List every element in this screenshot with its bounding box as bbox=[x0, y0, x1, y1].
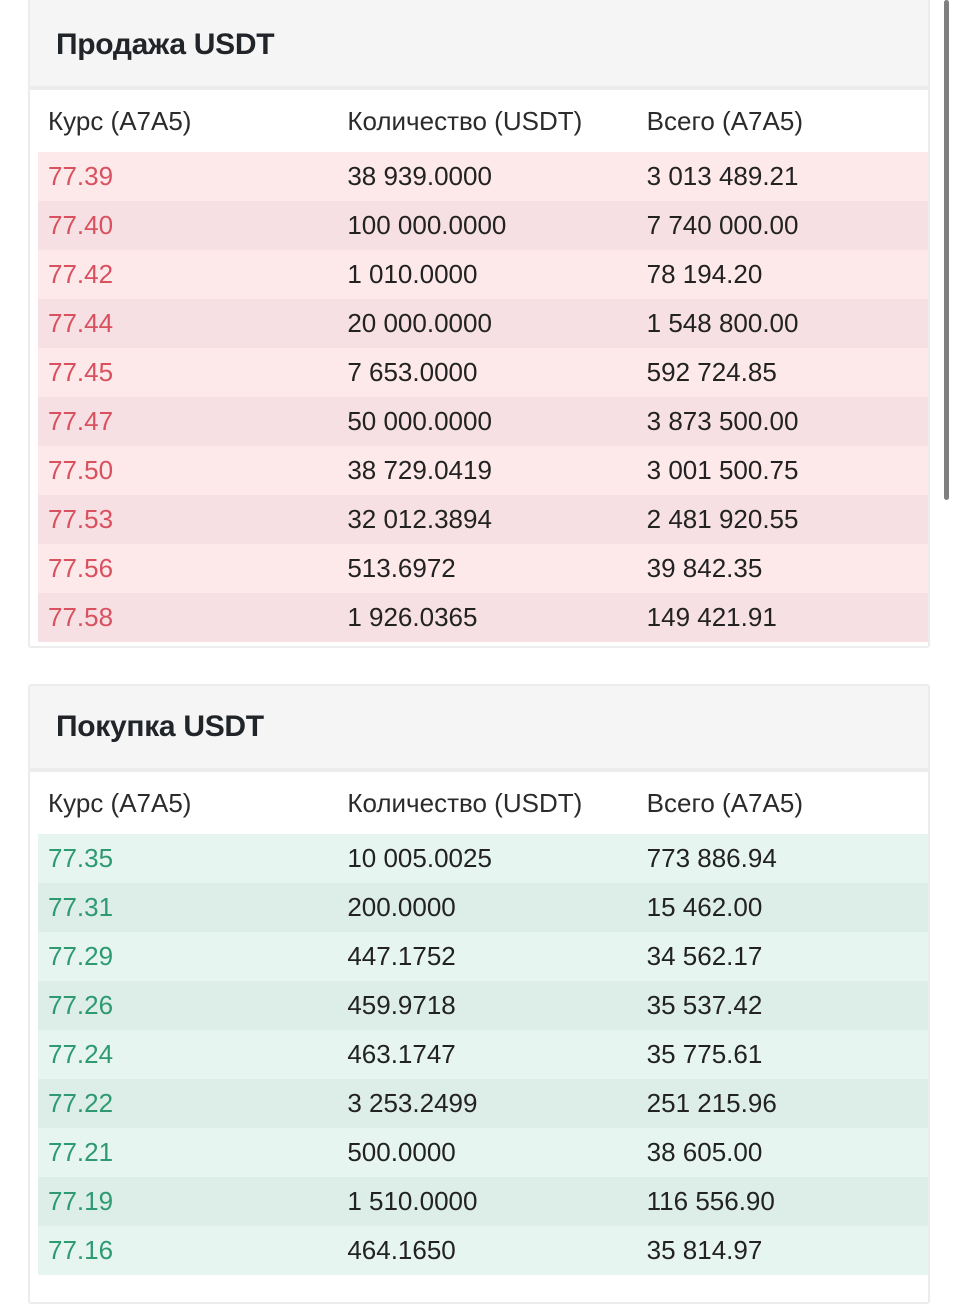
column-header-total: Всего (A7A5) bbox=[646, 105, 803, 136]
table-row[interactable]: 77.56 513.6972 39 842.35 bbox=[38, 544, 928, 593]
table-row[interactable]: 77.35 10 005.0025 773 886.94 bbox=[38, 834, 928, 883]
table-row[interactable]: 77.21 500.0000 38 605.00 bbox=[38, 1128, 928, 1177]
total-cell: 3 001 500.75 bbox=[646, 455, 799, 485]
total-cell: 149 421.91 bbox=[646, 602, 777, 632]
price-cell: 77.45 bbox=[48, 357, 114, 387]
price-cell: 77.50 bbox=[48, 455, 114, 485]
total-cell: 1 548 800.00 bbox=[646, 308, 799, 338]
table-row[interactable]: 77.22 3 253.2499 251 215.96 bbox=[38, 1079, 928, 1128]
amount-cell: 100 000.0000 bbox=[347, 210, 507, 240]
table-row[interactable]: 77.47 50 000.0000 3 873 500.00 bbox=[38, 397, 928, 446]
table-row[interactable]: 77.26 459.9718 35 537.42 bbox=[38, 981, 928, 1030]
total-cell: 251 215.96 bbox=[646, 1088, 777, 1118]
price-cell: 77.26 bbox=[48, 990, 114, 1020]
amount-cell: 10 005.0025 bbox=[347, 843, 492, 873]
buy-orders-card: Покупка USDT Курс (A7A5) Количество (USD… bbox=[28, 684, 930, 1304]
amount-cell: 463.1747 bbox=[347, 1039, 456, 1069]
total-cell: 7 740 000.00 bbox=[646, 210, 799, 240]
total-cell: 35 775.61 bbox=[646, 1039, 763, 1069]
buy-table-header: Курс (A7A5) Количество (USDT) Всего (A7A… bbox=[30, 772, 928, 834]
price-cell: 77.39 bbox=[48, 161, 114, 191]
amount-cell: 38 939.0000 bbox=[347, 161, 492, 191]
table-row[interactable]: 77.24 463.1747 35 775.61 bbox=[38, 1030, 928, 1079]
total-cell: 35 814.97 bbox=[646, 1235, 763, 1265]
table-row[interactable]: 77.40 100 000.0000 7 740 000.00 bbox=[38, 201, 928, 250]
price-cell: 77.19 bbox=[48, 1186, 114, 1216]
total-cell: 592 724.85 bbox=[646, 357, 777, 387]
amount-cell: 464.1650 bbox=[347, 1235, 456, 1265]
column-header-amount: Количество (USDT) bbox=[347, 787, 583, 818]
sell-orders-card: Продажа USDT Курс (A7A5) Количество (USD… bbox=[28, 0, 930, 648]
sell-card-header: Продажа USDT bbox=[30, 0, 928, 90]
amount-cell: 447.1752 bbox=[347, 941, 456, 971]
price-cell: 77.44 bbox=[48, 308, 114, 338]
table-row[interactable]: 77.42 1 010.0000 78 194.20 bbox=[38, 250, 928, 299]
total-cell: 39 842.35 bbox=[646, 553, 763, 583]
amount-cell: 500.0000 bbox=[347, 1137, 456, 1167]
price-cell: 77.24 bbox=[48, 1039, 114, 1069]
total-cell: 3 873 500.00 bbox=[646, 406, 799, 436]
price-cell: 77.16 bbox=[48, 1235, 114, 1265]
amount-cell: 1 510.0000 bbox=[347, 1186, 478, 1216]
buy-card-header: Покупка USDT bbox=[30, 686, 928, 772]
price-cell: 77.47 bbox=[48, 406, 114, 436]
column-header-price: Курс (A7A5) bbox=[48, 787, 192, 818]
amount-cell: 513.6972 bbox=[347, 553, 456, 583]
sell-table-header: Курс (A7A5) Количество (USDT) Всего (A7A… bbox=[30, 90, 928, 152]
table-row[interactable]: 77.45 7 653.0000 592 724.85 bbox=[38, 348, 928, 397]
amount-cell: 1 926.0365 bbox=[347, 602, 478, 632]
amount-cell: 7 653.0000 bbox=[347, 357, 478, 387]
total-cell: 2 481 920.55 bbox=[646, 504, 799, 534]
amount-cell: 20 000.0000 bbox=[347, 308, 492, 338]
column-header-amount: Количество (USDT) bbox=[347, 105, 583, 136]
price-cell: 77.40 bbox=[48, 210, 114, 240]
amount-cell: 38 729.0419 bbox=[347, 455, 492, 485]
buy-table-body: 77.35 10 005.0025 773 886.94 77.31 200.0000… bbox=[30, 834, 928, 1275]
amount-cell: 459.9718 bbox=[347, 990, 456, 1020]
table-row[interactable]: 77.29 447.1752 34 562.17 bbox=[38, 932, 928, 981]
price-cell: 77.31 bbox=[48, 892, 114, 922]
price-cell: 77.42 bbox=[48, 259, 114, 289]
table-row[interactable]: 77.19 1 510.0000 116 556.90 bbox=[38, 1177, 928, 1226]
table-row[interactable]: 77.16 464.1650 35 814.97 bbox=[38, 1226, 928, 1275]
table-row[interactable]: 77.44 20 000.0000 1 548 800.00 bbox=[38, 299, 928, 348]
price-cell: 77.21 bbox=[48, 1137, 114, 1167]
table-row[interactable]: 77.50 38 729.0419 3 001 500.75 bbox=[38, 446, 928, 495]
price-cell: 77.35 bbox=[48, 843, 114, 873]
price-cell: 77.53 bbox=[48, 504, 114, 534]
sell-card-title: Продажа USDT bbox=[56, 28, 275, 61]
amount-cell: 200.0000 bbox=[347, 892, 456, 922]
column-header-price: Курс (A7A5) bbox=[48, 105, 192, 136]
total-cell: 3 013 489.21 bbox=[646, 161, 799, 191]
total-cell: 34 562.17 bbox=[646, 941, 763, 971]
total-cell: 38 605.00 bbox=[646, 1137, 763, 1167]
total-cell: 78 194.20 bbox=[646, 259, 763, 289]
table-row[interactable]: 77.53 32 012.3894 2 481 920.55 bbox=[38, 495, 928, 544]
table-row[interactable]: 77.58 1 926.0365 149 421.91 bbox=[38, 593, 928, 642]
price-cell: 77.56 bbox=[48, 553, 114, 583]
price-cell: 77.58 bbox=[48, 602, 114, 632]
page-scrollbar[interactable] bbox=[944, 0, 949, 500]
sell-table-body: 77.39 38 939.0000 3 013 489.21 77.40 100 00… bbox=[30, 152, 928, 642]
amount-cell: 1 010.0000 bbox=[347, 259, 478, 289]
total-cell: 15 462.00 bbox=[646, 892, 763, 922]
price-cell: 77.29 bbox=[48, 941, 114, 971]
table-row[interactable]: 77.39 38 939.0000 3 013 489.21 bbox=[38, 152, 928, 201]
buy-card-title: Покупка USDT bbox=[56, 710, 264, 743]
price-cell: 77.22 bbox=[48, 1088, 114, 1118]
total-cell: 35 537.42 bbox=[646, 990, 763, 1020]
column-header-total: Всего (A7A5) bbox=[646, 787, 803, 818]
amount-cell: 50 000.0000 bbox=[347, 406, 492, 436]
amount-cell: 32 012.3894 bbox=[347, 504, 492, 534]
total-cell: 773 886.94 bbox=[646, 843, 777, 873]
table-row[interactable]: 77.31 200.0000 15 462.00 bbox=[38, 883, 928, 932]
total-cell: 116 556.90 bbox=[646, 1186, 775, 1216]
amount-cell: 3 253.2499 bbox=[347, 1088, 478, 1118]
